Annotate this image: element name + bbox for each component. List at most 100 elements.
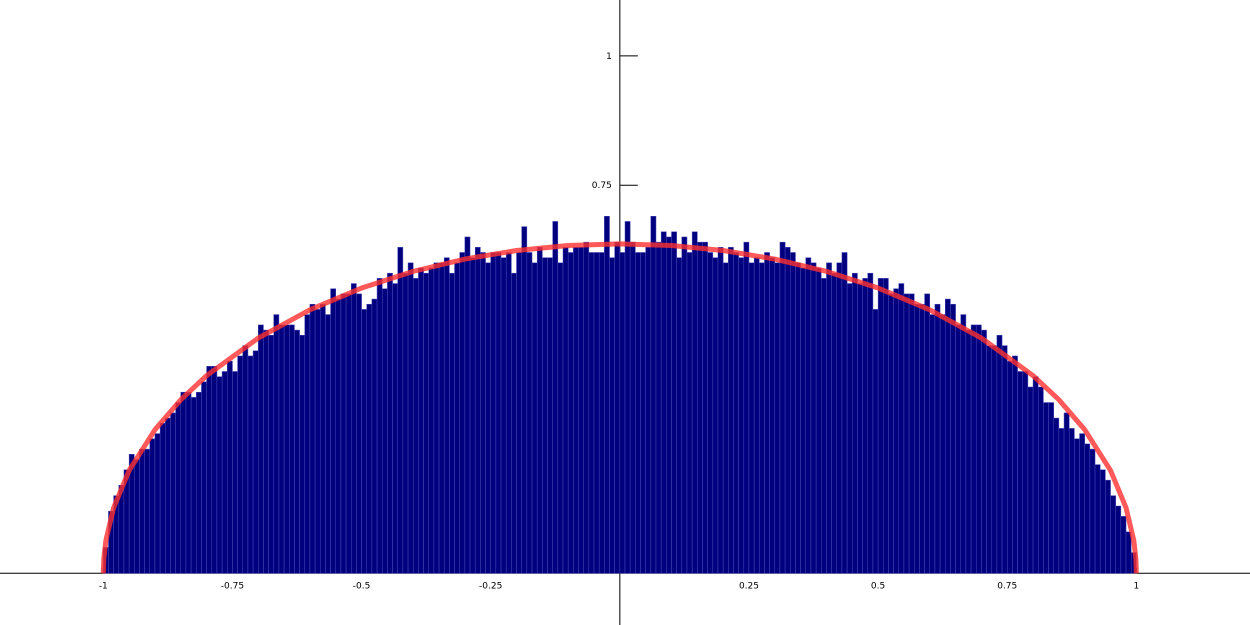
bar	[950, 303, 956, 574]
bar	[944, 298, 951, 574]
bar	[1099, 469, 1106, 574]
bar	[903, 293, 910, 574]
bar	[810, 262, 817, 574]
bar	[671, 231, 677, 574]
bar	[402, 272, 409, 574]
bar	[893, 288, 900, 574]
bar	[356, 293, 362, 574]
bar	[242, 345, 249, 574]
bar	[914, 303, 920, 574]
x-tick-label: 0.25	[739, 581, 759, 591]
bar	[438, 262, 445, 574]
bar	[717, 247, 724, 574]
bar	[547, 257, 553, 574]
bar	[996, 335, 1003, 574]
bar	[748, 262, 755, 574]
bar	[898, 283, 905, 574]
bar	[144, 448, 151, 574]
bar	[350, 283, 357, 574]
bar	[325, 314, 331, 574]
bar	[216, 376, 223, 574]
curve	[100, 241, 1139, 574]
bar	[221, 371, 228, 574]
bar	[196, 391, 202, 574]
bar	[474, 247, 481, 574]
bar	[407, 262, 414, 574]
bar	[557, 262, 564, 574]
bar	[790, 252, 796, 574]
bar	[939, 314, 946, 574]
bar	[769, 257, 776, 574]
bar	[1074, 438, 1080, 574]
bar	[867, 272, 874, 574]
bar	[919, 303, 925, 574]
x-tick-label: 1	[1133, 581, 1139, 591]
bar	[1084, 443, 1091, 574]
bar	[1012, 355, 1018, 574]
bar	[598, 252, 605, 574]
bar	[134, 459, 140, 574]
bar	[480, 252, 486, 574]
bar	[180, 391, 187, 574]
bar	[883, 278, 889, 574]
bar	[583, 241, 590, 574]
bar	[573, 247, 579, 574]
bar	[593, 252, 600, 574]
x-tick-label: -0.5	[353, 581, 371, 591]
bar	[412, 278, 419, 574]
bar	[815, 267, 822, 574]
bar	[1105, 479, 1111, 574]
bar	[733, 252, 739, 574]
bar	[521, 226, 528, 574]
bar	[1022, 371, 1029, 574]
bar	[738, 257, 745, 574]
bar	[211, 366, 218, 574]
bar	[1037, 386, 1044, 574]
bar	[743, 241, 750, 574]
bar	[319, 303, 326, 574]
bar	[578, 247, 584, 574]
bar	[702, 241, 708, 574]
bar	[686, 252, 693, 574]
bar	[1006, 360, 1013, 574]
bar	[469, 257, 476, 574]
bar	[263, 329, 269, 574]
bar	[165, 417, 171, 574]
bar	[960, 314, 967, 574]
bar	[304, 314, 311, 574]
bar	[1001, 345, 1008, 574]
bar	[784, 247, 791, 574]
bar	[387, 272, 393, 574]
bar	[567, 252, 574, 574]
x-tick-label: 0.5	[871, 581, 885, 591]
bar	[888, 293, 894, 574]
bar	[252, 350, 259, 574]
bar	[862, 278, 869, 574]
bar	[795, 262, 801, 574]
y-tick-label: 1	[606, 52, 612, 62]
bar	[619, 252, 626, 574]
bar	[826, 262, 832, 574]
bar	[955, 324, 961, 574]
bar	[562, 247, 569, 574]
bar	[728, 247, 734, 574]
bar	[660, 231, 667, 574]
bar	[604, 216, 610, 574]
bar	[1032, 376, 1039, 574]
bar	[283, 324, 290, 574]
bar	[201, 381, 207, 574]
bar	[381, 288, 388, 574]
bar	[206, 366, 213, 574]
bar	[981, 329, 987, 574]
bar	[526, 252, 533, 574]
bar	[1079, 433, 1085, 574]
bar	[676, 257, 683, 574]
bar	[366, 303, 373, 574]
bar	[536, 247, 543, 574]
bar	[428, 267, 435, 574]
bar	[655, 241, 662, 574]
bar	[371, 298, 378, 574]
bar	[774, 262, 781, 574]
bar	[821, 278, 827, 574]
x-tick-label: -1	[99, 581, 108, 591]
